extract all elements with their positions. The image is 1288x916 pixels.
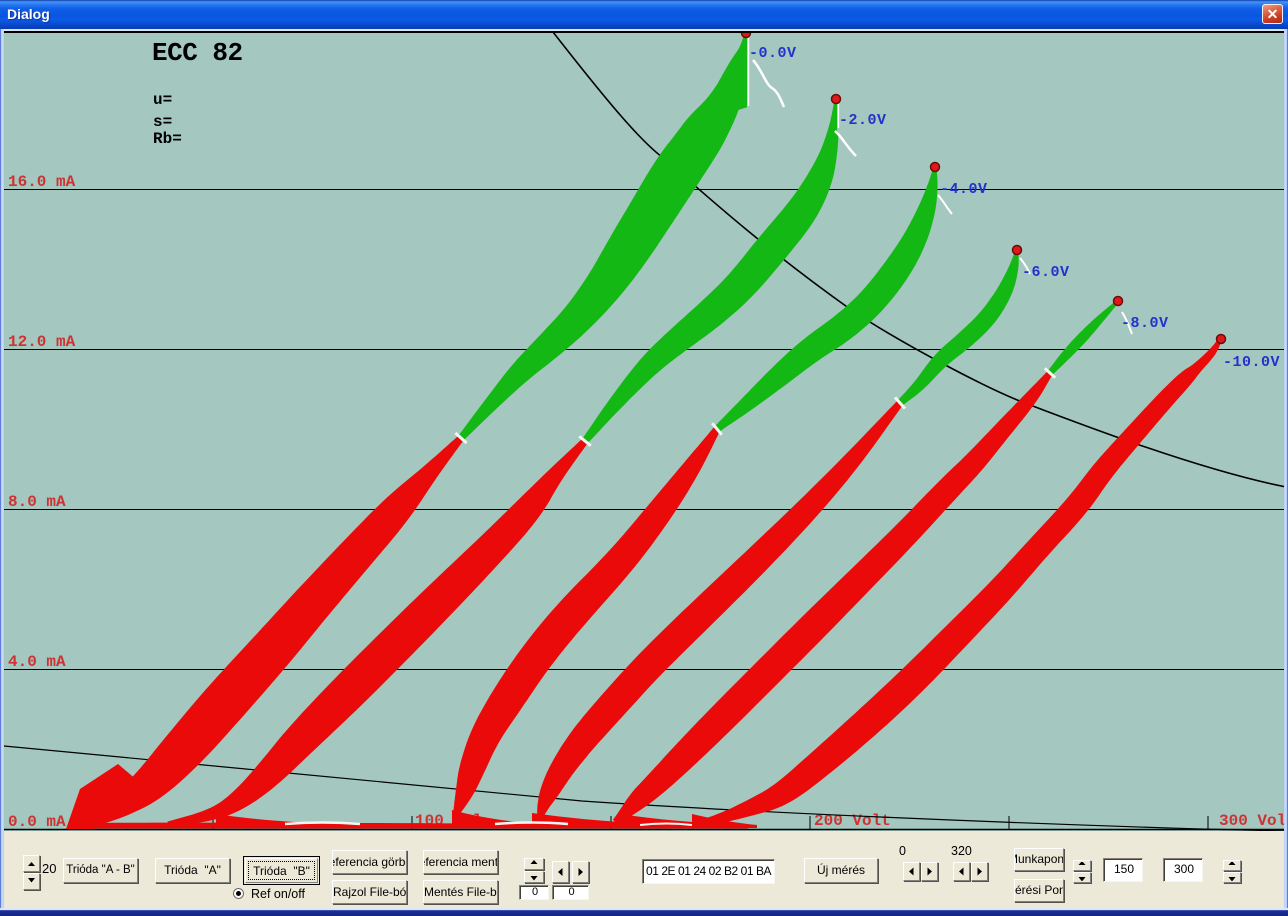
svg-text:300 Vol: 300 Vol xyxy=(1219,812,1286,830)
